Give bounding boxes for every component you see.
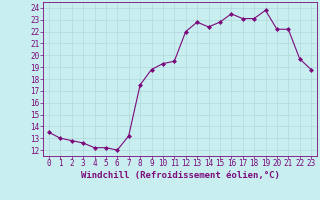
X-axis label: Windchill (Refroidissement éolien,°C): Windchill (Refroidissement éolien,°C) bbox=[81, 171, 279, 180]
